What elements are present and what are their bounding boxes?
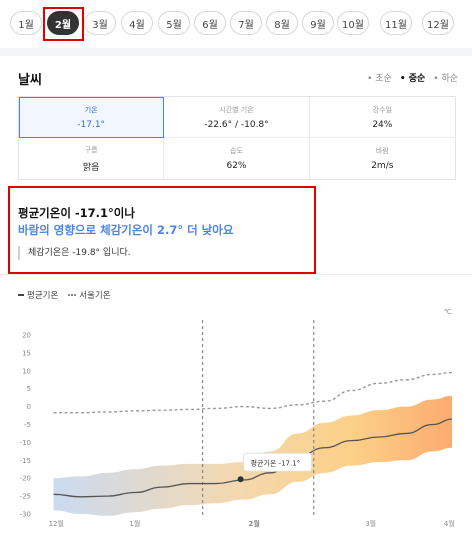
section-divider	[0, 274, 472, 275]
month-pill-5[interactable]: 5월	[158, 11, 190, 35]
stat-label: 시간별 기온	[219, 105, 254, 114]
x-axis: 12월 1월 2월 3월 4월	[49, 519, 455, 528]
summary-wind-note: 바람의 영향으로 체감기온이 2.7° 더 낮아요	[18, 223, 234, 237]
tooltip-text: 평균기온 -17.1°	[251, 458, 301, 467]
x-tick-label: 2월	[248, 519, 259, 528]
weather-title: 날씨	[18, 73, 42, 88]
summary-annotation-box	[8, 186, 316, 274]
x-tick-label: 12월	[49, 519, 64, 528]
stat-label: 바람	[375, 147, 389, 155]
stat-label: 강수일	[372, 105, 392, 114]
y-tick-label: -20	[20, 475, 31, 483]
y-tick-label: 5	[27, 385, 31, 393]
stat-humidity[interactable]: 습도 62%	[164, 138, 310, 179]
highlight-point[interactable]	[237, 476, 244, 483]
month-pill-3[interactable]: 3월	[84, 11, 116, 35]
average-temperature-line	[53, 418, 453, 498]
stat-cloud[interactable]: 구름 맑음	[19, 138, 165, 179]
month-pill-2[interactable]: 2월	[47, 11, 79, 35]
legend-avg-swatch	[18, 294, 24, 296]
temperature-range-band	[53, 395, 452, 516]
stat-label: 기온	[84, 105, 98, 114]
month-pill-4[interactable]: 4월	[121, 11, 153, 35]
tooltip-box	[243, 452, 313, 472]
legend-avg-label: 평균기온	[27, 291, 59, 301]
chart-legend: 평균기온 서울기온	[18, 289, 111, 301]
legend-seoul: 서울기온	[68, 289, 111, 301]
weather-stats-grid: 기온 -17.1° 시간별 기온 -22.6° / -10.8° 강수일 24%…	[18, 96, 456, 180]
stat-value: 62%	[226, 161, 247, 171]
period-option-early[interactable]: • 초순	[367, 74, 392, 84]
y-tick-label: -10	[20, 439, 31, 447]
month-pill-7[interactable]: 7월	[230, 11, 262, 35]
month-pill-1[interactable]: 1월	[10, 11, 42, 35]
y-tick-label: -25	[20, 493, 31, 501]
month-pill-8[interactable]: 8월	[266, 11, 298, 35]
stat-label: 구름	[84, 145, 98, 154]
period-option-mid[interactable]: • 중순	[399, 74, 426, 84]
stat-value: 맑음	[82, 162, 100, 173]
stat-label: 습도	[230, 147, 243, 155]
chart-tooltip: 평균기온 -17.1°	[243, 452, 313, 472]
y-tick-label: 10	[22, 367, 31, 375]
stat-hourly-temperature[interactable]: 시간별 기온 -22.6° / -10.8°	[164, 97, 310, 138]
summary-feels-like: 체감기온은 -19.8° 입니다.	[18, 246, 131, 260]
y-tick-label: 20	[22, 332, 31, 340]
month-selector: 1월 2월 3월 4월 5월 6월 7월 8월 9월 10월 11월 12월	[0, 0, 472, 49]
period-toggle: • 초순 • 중순 • 하순	[367, 71, 458, 84]
month-pill-11[interactable]: 11월	[380, 11, 412, 35]
period-option-late[interactable]: • 하순	[433, 74, 458, 84]
y-tick-label: 15	[22, 349, 31, 357]
seoul-temperature-line	[53, 371, 453, 414]
stat-temperature[interactable]: 기온 -17.1°	[19, 97, 165, 138]
x-tick-label: 4월	[444, 519, 455, 528]
stat-value: -17.1°	[77, 119, 106, 130]
x-tick-label: 3월	[365, 519, 376, 528]
legend-seoul-swatch	[68, 294, 77, 296]
y-unit-label: ℃	[444, 308, 452, 316]
stat-value: 2m/s	[371, 161, 394, 171]
legend-seoul-label: 서울기온	[79, 291, 111, 301]
y-tick-label: -15	[20, 457, 31, 465]
stat-wind[interactable]: 바람 2m/s	[310, 138, 455, 179]
month-pill-9[interactable]: 9월	[302, 11, 334, 35]
month-pill-6[interactable]: 6월	[194, 11, 226, 35]
section-divider	[0, 48, 472, 56]
y-tick-label: -30	[20, 511, 31, 519]
y-axis: 20 15 10 5 0 -5 -10 -15 -20 -25 -30	[20, 332, 31, 519]
x-tick-label: 1월	[129, 519, 140, 528]
stat-value: 24%	[372, 119, 393, 130]
legend-avg: 평균기온	[18, 289, 58, 301]
stat-precipitation-days[interactable]: 강수일 24%	[309, 97, 455, 138]
month-pill-12[interactable]: 12월	[422, 11, 454, 35]
y-tick-label: 0	[27, 403, 31, 411]
stat-value: -22.6° / -10.8°	[204, 119, 269, 130]
y-tick-label: -5	[24, 421, 31, 429]
summary-headline: 평균기온이 -17.1°이나	[18, 206, 135, 220]
month-pill-10[interactable]: 10월	[337, 11, 369, 35]
